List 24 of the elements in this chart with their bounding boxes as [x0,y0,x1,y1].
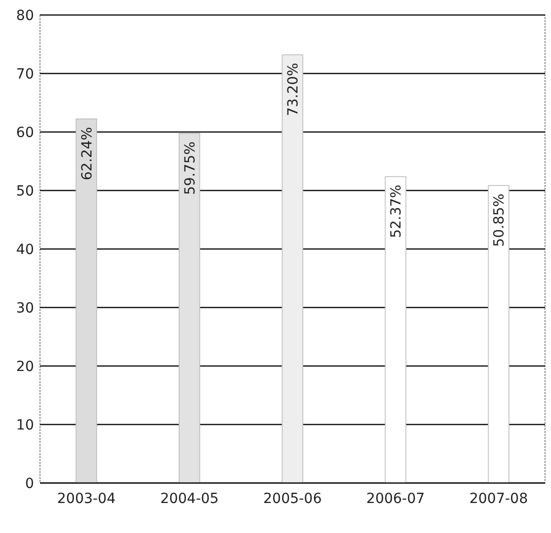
y-tick-label: 10 [16,417,34,434]
data-label: 73.20% [286,62,302,116]
data-label: 50.85% [492,194,508,247]
bar [384,176,406,484]
bar [76,118,98,484]
y-tick-label: 80 [16,8,34,24]
bar [178,133,200,484]
y-tick-label: 20 [16,358,34,375]
y-tick-label: 30 [16,300,34,316]
x-tick-label: 2003-04 [57,491,116,507]
y-tick-label: 50 [16,183,34,200]
y-tick-label: 70 [16,66,34,82]
data-label: 59.75% [182,141,198,195]
bar [282,54,304,484]
data-label: 52.37% [388,184,405,238]
y-tick-label: 60 [16,124,34,141]
x-tick-label: 2004-05 [160,491,219,507]
x-tick-label: 2006-07 [366,491,425,507]
data-label: 62.24% [79,126,96,180]
bar [488,185,510,484]
y-tick-label: 0 [25,476,34,492]
x-tick-label: 2005-06 [263,491,322,507]
x-tick-label: 2007-08 [469,491,528,507]
y-tick-label: 40 [16,242,34,258]
